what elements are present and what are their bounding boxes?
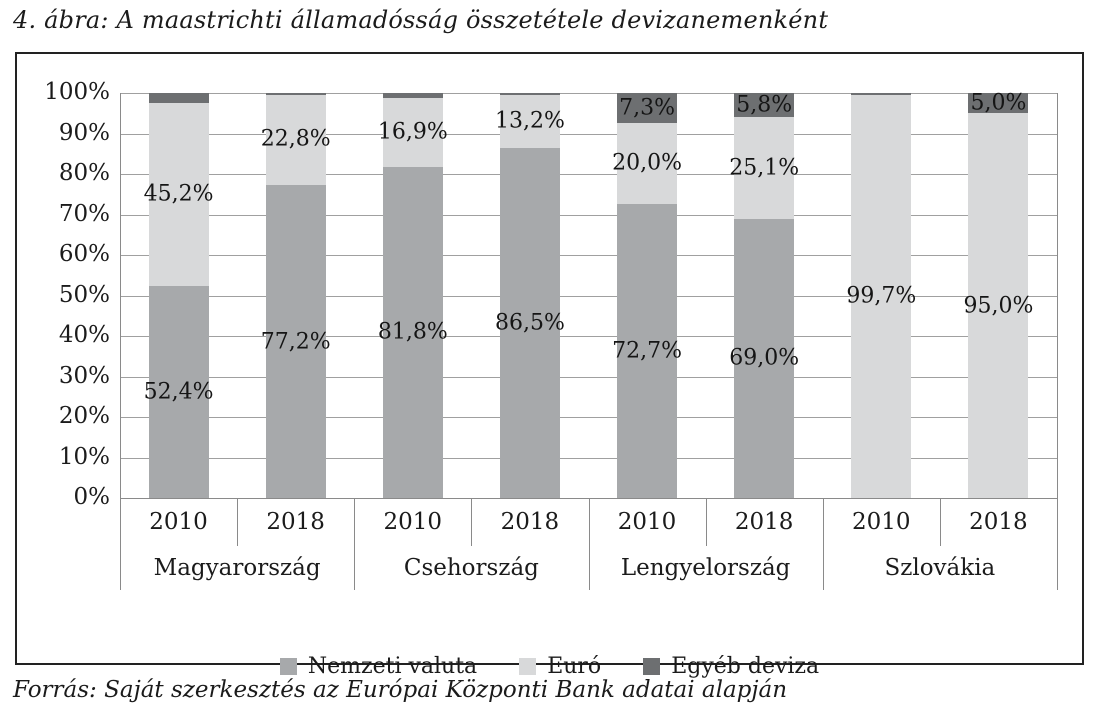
gridline	[120, 174, 1057, 175]
group-separator	[354, 498, 356, 590]
x-axis-year-label: 2018	[969, 509, 1028, 535]
bar-segment-nemzeti-valuta	[265, 185, 326, 498]
y-axis-tick-label: 70%	[58, 200, 110, 227]
x-axis-year-label: 2018	[734, 509, 794, 535]
x-axis-year-label: 2018	[500, 509, 560, 535]
y-axis-tick-label: 30%	[58, 362, 110, 389]
bar-segment-euro	[851, 94, 912, 498]
data-label: 81,8%	[377, 319, 448, 345]
data-label: 45,2%	[143, 181, 214, 207]
data-label: 7,3%	[619, 95, 676, 121]
y-axis-tick-label: 10%	[58, 443, 110, 470]
bar-segment-nemzeti-valuta	[499, 147, 560, 498]
bar-segment-euro	[617, 122, 678, 204]
chart-frame: 0% 10% 20% 30% 40% 50% 60% 70% 80% 90% 100% 52,4% 45…	[15, 52, 1084, 679]
bar-segment-egyeb-deviza	[851, 93, 912, 95]
bar-segment-euro	[382, 98, 443, 167]
bar-segment-nemzeti-valuta	[617, 203, 678, 498]
legend-swatch-nemzeti-valuta	[279, 657, 297, 675]
gridline	[120, 93, 1057, 94]
x-axis-country-label: Lengyelország	[620, 555, 791, 581]
gridline	[120, 133, 1057, 135]
group-separator	[822, 498, 824, 590]
plot-area: 0% 10% 20% 30% 40% 50% 60% 70% 80% 90% 100% 52,4% 45…	[44, 81, 1058, 590]
gridline	[120, 376, 1057, 378]
bar-segment-egyeb-deviza	[968, 93, 1029, 114]
legend-swatch-euro	[519, 657, 537, 675]
x-axis-country-label: Csehország	[403, 555, 539, 581]
x-axis-country-label: Szlovákia	[884, 555, 996, 581]
bar-segment-euro	[265, 93, 326, 186]
legend: Nemzeti valuta Euró Egyéb deviza	[17, 648, 1082, 684]
bar-segment-egyeb-deviza	[265, 93, 326, 95]
bar-segment-egyeb-deviza	[499, 93, 560, 95]
data-label: 52,4%	[143, 379, 214, 405]
bar-segment-euro	[734, 116, 795, 219]
x-axis-year-label: 2018	[266, 509, 325, 535]
bar-segment-euro	[499, 94, 560, 148]
legend-item: Euró	[519, 654, 601, 679]
gridline	[120, 295, 1057, 297]
y-axis-tick-label: 50%	[58, 281, 110, 308]
legend-label: Nemzeti valuta	[307, 653, 478, 679]
year-separator	[471, 498, 473, 546]
bar-segment-nemzeti-valuta	[148, 285, 209, 498]
y-axis-tick-label: 60%	[58, 241, 110, 267]
data-label: 22,8%	[260, 126, 331, 152]
bar-segment-nemzeti-valuta	[382, 166, 443, 498]
year-separator	[939, 498, 941, 546]
legend-item: Egyéb deviza	[643, 654, 819, 679]
gridline	[120, 214, 1057, 216]
y-axis-tick-label: 40%	[58, 322, 110, 348]
bar-segment-nemzeti-valuta	[734, 218, 795, 498]
y-axis-tick-label: 0%	[73, 484, 111, 510]
data-label: 13,2%	[494, 108, 565, 134]
data-label: 72,7%	[612, 338, 683, 364]
group-separator	[588, 498, 590, 590]
bar-segment-euro	[968, 113, 1029, 498]
legend-swatch-egyeb-deviza	[643, 657, 661, 675]
x-axis-year-label: 2010	[383, 509, 443, 535]
gridline	[120, 457, 1057, 459]
bar-segment-egyeb-deviza	[734, 93, 795, 117]
x-axis-year-label: 2010	[149, 509, 208, 535]
y-axis-tick-label: 80%	[58, 160, 110, 186]
gridline	[120, 255, 1057, 256]
data-label: 69,0%	[729, 345, 800, 371]
year-separator	[237, 498, 239, 546]
legend-label: Euró	[547, 653, 602, 679]
x-axis-year-label: 2010	[852, 509, 911, 535]
data-label: 16,9%	[377, 119, 448, 145]
data-label: 5,0%	[970, 90, 1027, 116]
x-axis-year-label: 2010	[617, 509, 677, 535]
bar-segment-egyeb-deviza	[148, 93, 209, 103]
gridline	[120, 336, 1057, 337]
plot-left-border	[120, 93, 121, 590]
y-axis-tick-label: 90%	[58, 119, 110, 146]
data-label: 77,2%	[260, 329, 331, 355]
data-label: 95,0%	[963, 293, 1034, 319]
y-axis-tick-label: 20%	[58, 403, 110, 429]
data-label: 25,1%	[729, 155, 800, 181]
bar-segment-egyeb-deviza	[382, 93, 443, 99]
y-axis-tick-label: 100%	[44, 79, 110, 105]
data-label: 99,7%	[846, 283, 917, 309]
year-separator	[705, 498, 707, 546]
legend-item: Nemzeti valuta	[279, 653, 478, 679]
bar-segment-euro	[148, 102, 209, 286]
data-label: 86,5%	[494, 310, 565, 336]
bar-segment-egyeb-deviza	[617, 93, 678, 123]
data-label: 5,8%	[736, 92, 793, 118]
plot-right-border	[1057, 93, 1058, 590]
x-axis-country-label: Magyarország	[153, 555, 321, 581]
chart-title: 4. ábra: A maastrichti államadósság össz…	[13, 6, 829, 34]
source-note: Forrás: Saját szerkesztés az Európai Köz…	[13, 677, 788, 703]
legend-label: Egyéb deviza	[671, 653, 820, 679]
data-label: 20,0%	[612, 150, 683, 176]
gridline	[120, 417, 1057, 418]
